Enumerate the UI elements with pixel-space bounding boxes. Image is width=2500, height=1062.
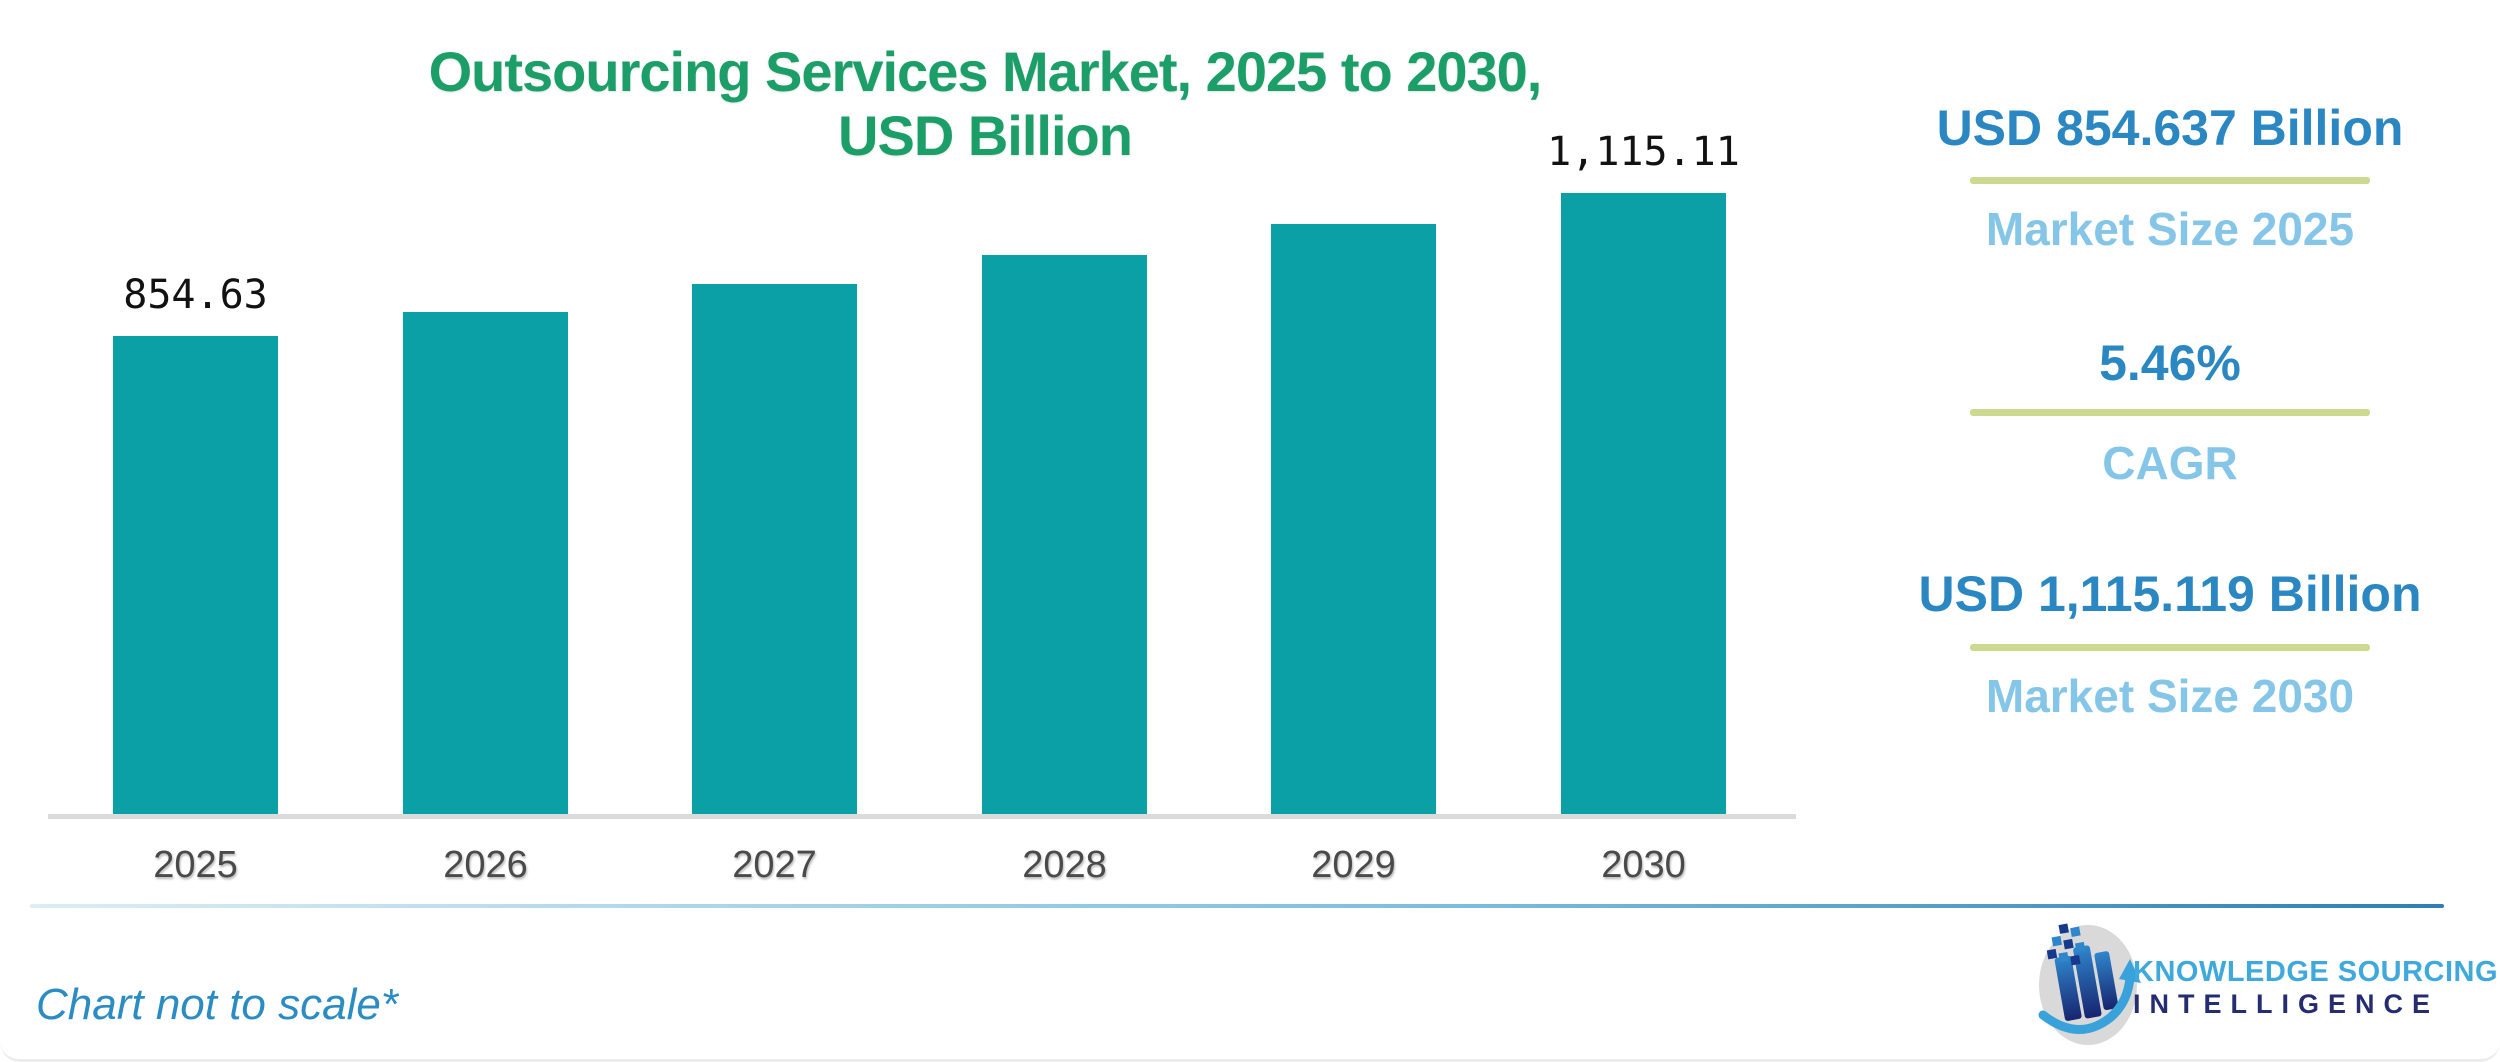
bar-2026 <box>403 312 568 814</box>
plot-area: 2025 854.63 2026 2027 2028 2029 2030 1,115.11 <box>48 129 1796 886</box>
bar-value-label-2025: 854.63 <box>123 272 268 318</box>
x-tick-2029: 2029 <box>1311 844 1396 886</box>
stat-value-market-size-2025: USD 854.637 Billion <box>1936 100 2404 156</box>
x-tick-2028: 2028 <box>1022 844 1107 886</box>
bar-2027 <box>692 284 857 814</box>
stat-label-market-size-2030: Market Size 2030 <box>1985 670 2355 722</box>
bar-2029 <box>1271 224 1436 814</box>
stat-divider <box>1970 644 2370 651</box>
bar-value-label-2030: 1,115.11 <box>1547 129 1740 175</box>
x-tick-2025: 2025 <box>153 844 238 886</box>
bar-2025 <box>113 336 278 814</box>
x-tick-2027: 2027 <box>732 844 817 886</box>
stat-divider <box>1970 177 2370 184</box>
stat-value-cagr: 5.46% <box>2099 335 2241 391</box>
x-tick-2030: 2030 <box>1601 844 1686 886</box>
logo-ship-icon <box>2038 923 2141 1045</box>
stat-label-market-size-2025: Market Size 2025 <box>1985 203 2355 255</box>
bar-2028 <box>982 255 1147 814</box>
x-axis-line <box>48 814 1796 819</box>
chart-note: Chart not to scale* <box>36 980 398 1029</box>
stat-value-market-size-2030: USD 1,115.119 Billion <box>1918 566 2422 622</box>
stat-label-cagr: CAGR <box>2102 437 2238 489</box>
stats-panel: USD 854.637 Billion Market Size 2025 5.4… <box>1820 0 2500 800</box>
x-tick-2026: 2026 <box>443 844 528 886</box>
chart-title-line2: USD Billion <box>838 104 1133 167</box>
company-logo: KNOWLEDGE SOURCING INTELLIGENCE <box>2035 905 2498 1055</box>
divider-line <box>30 904 2444 908</box>
chart-title: Outsourcing Services Market, 2025 to 203… <box>285 40 1685 168</box>
logo-name-text: KNOWLEDGE SOURCING <box>2133 956 2499 988</box>
logo-subname-text: INTELLIGENCE <box>2133 989 2440 1019</box>
chart-title-line1: Outsourcing Services Market, 2025 to 203… <box>428 40 1543 103</box>
stat-divider <box>1970 409 2370 416</box>
bar-2030 <box>1561 193 1726 814</box>
